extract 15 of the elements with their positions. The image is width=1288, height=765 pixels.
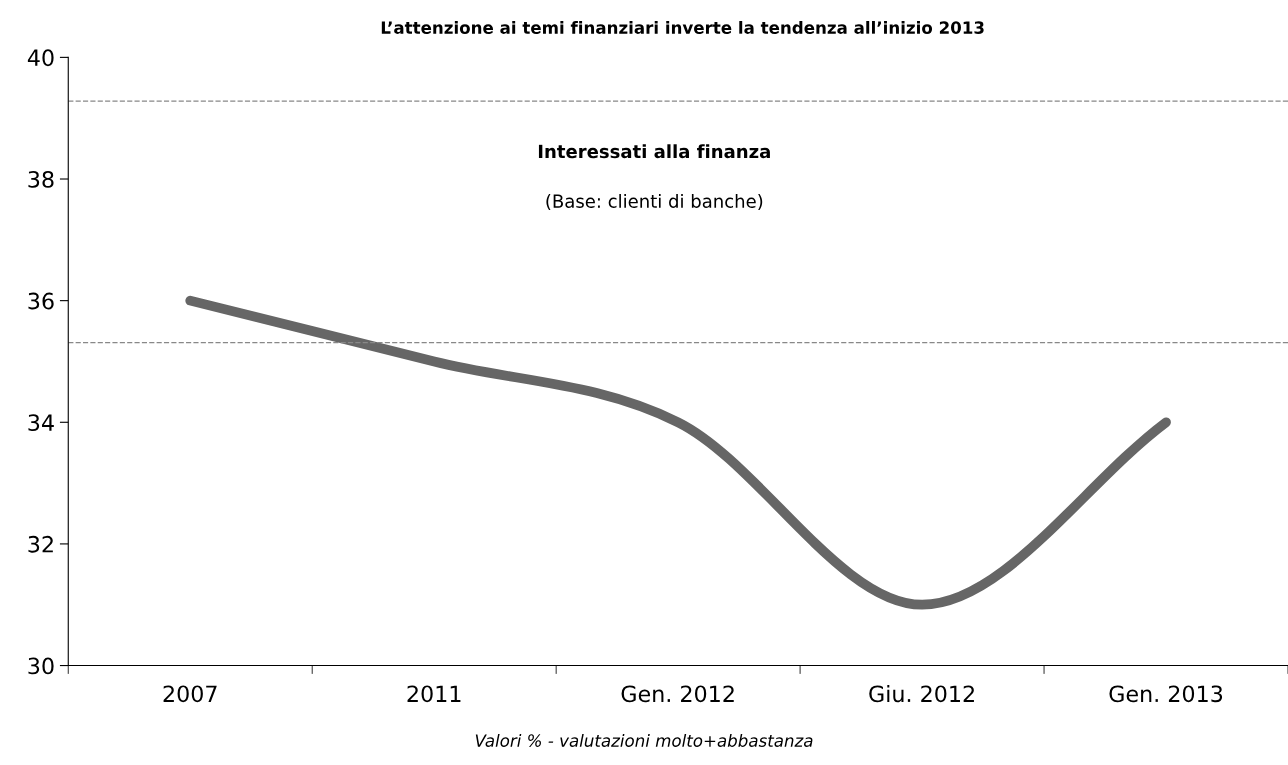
y-tick-label: 34	[28, 414, 54, 432]
y-tick-label: 40	[27, 49, 54, 67]
x-tick-label: Giu. 2012	[869, 684, 974, 703]
x-tick-label: 2007	[163, 685, 217, 703]
chart-title: L’attenzione ai temi finanziari inverte la tendenza all’inizio 2013	[381, 21, 984, 34]
y-tick-label: 30	[28, 657, 54, 675]
x-tick-label: Gen. 2013	[1109, 685, 1223, 703]
y-tick-label: 38	[28, 170, 54, 188]
annotation: Interessati alla finanza	[538, 144, 770, 159]
y-tick-label: 32	[28, 535, 53, 553]
text: Valori % - valutazioni molto+abbastanza	[475, 733, 813, 747]
x-tick-label: 2011	[407, 685, 461, 703]
y-tick-label: 36	[28, 292, 54, 310]
annotation: (Base: clienti di banche)	[546, 193, 763, 211]
x-tick-label: Gen. 2012	[621, 685, 734, 703]
